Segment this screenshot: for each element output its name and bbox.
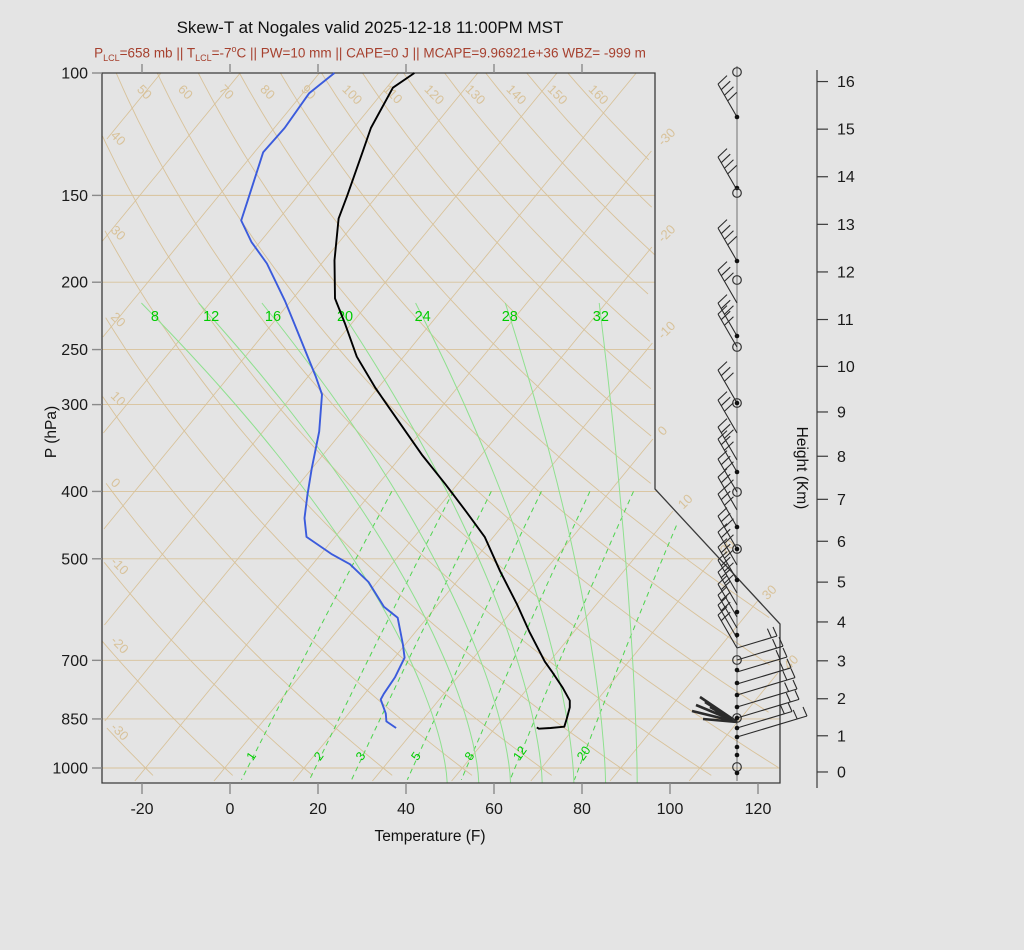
svg-text:140: 140 bbox=[504, 82, 530, 108]
svg-text:2: 2 bbox=[837, 691, 846, 708]
svg-text:250: 250 bbox=[61, 342, 88, 359]
svg-text:2: 2 bbox=[311, 749, 326, 763]
svg-text:16: 16 bbox=[265, 309, 281, 325]
svg-text:5: 5 bbox=[837, 575, 846, 592]
svg-text:20: 20 bbox=[309, 801, 327, 818]
pressure-axis-title: P (hPa) bbox=[43, 405, 60, 459]
svg-text:8: 8 bbox=[151, 309, 159, 325]
svg-text:120: 120 bbox=[745, 801, 772, 818]
svg-text:130: 130 bbox=[463, 82, 489, 108]
svg-text:20: 20 bbox=[574, 744, 593, 763]
svg-text:28: 28 bbox=[502, 309, 518, 325]
svg-text:150: 150 bbox=[61, 188, 88, 205]
svg-text:850: 850 bbox=[61, 711, 88, 728]
svg-text:9: 9 bbox=[837, 404, 846, 421]
svg-text:3: 3 bbox=[837, 653, 846, 670]
svg-text:6: 6 bbox=[837, 534, 846, 551]
svg-text:10: 10 bbox=[837, 359, 855, 376]
svg-text:0: 0 bbox=[226, 801, 235, 818]
svg-text:-10: -10 bbox=[655, 318, 679, 342]
sounding-parameters-subtitle: PLCL=658 mb || TLCL=-7oC || PW=10 mm || … bbox=[94, 44, 646, 64]
svg-text:100: 100 bbox=[339, 82, 365, 108]
svg-text:70: 70 bbox=[216, 82, 237, 103]
svg-text:-20: -20 bbox=[130, 801, 153, 818]
svg-text:60: 60 bbox=[175, 82, 196, 103]
svg-text:1: 1 bbox=[244, 749, 259, 763]
svg-text:400: 400 bbox=[61, 484, 88, 501]
svg-text:40: 40 bbox=[108, 128, 129, 149]
svg-text:1000: 1000 bbox=[52, 761, 88, 778]
svg-text:0: 0 bbox=[655, 423, 671, 439]
svg-text:-30: -30 bbox=[655, 125, 679, 149]
svg-text:160: 160 bbox=[586, 82, 612, 108]
svg-text:13: 13 bbox=[837, 217, 855, 234]
svg-text:12: 12 bbox=[510, 744, 529, 763]
svg-text:-30: -30 bbox=[108, 720, 132, 744]
svg-text:3: 3 bbox=[353, 749, 368, 763]
svg-text:8: 8 bbox=[837, 449, 846, 466]
svg-text:100: 100 bbox=[657, 801, 684, 818]
page-title: Skew-T at Nogales valid 2025-12-18 11:00… bbox=[176, 18, 564, 37]
height-axis-title: Height (Km) bbox=[793, 426, 810, 510]
svg-text:80: 80 bbox=[573, 801, 591, 818]
svg-text:-20: -20 bbox=[108, 633, 132, 657]
svg-text:40: 40 bbox=[397, 801, 415, 818]
svg-text:15: 15 bbox=[837, 122, 855, 139]
svg-text:4: 4 bbox=[837, 614, 846, 631]
svg-text:90: 90 bbox=[298, 82, 319, 103]
svg-text:-20: -20 bbox=[655, 221, 679, 245]
svg-text:80: 80 bbox=[257, 82, 278, 103]
svg-text:14: 14 bbox=[837, 169, 855, 186]
svg-text:32: 32 bbox=[593, 309, 609, 325]
svg-text:200: 200 bbox=[61, 275, 88, 292]
svg-text:60: 60 bbox=[485, 801, 503, 818]
svg-text:100: 100 bbox=[61, 66, 88, 83]
svg-text:150: 150 bbox=[545, 82, 571, 108]
svg-text:16: 16 bbox=[837, 74, 855, 91]
svg-text:10: 10 bbox=[675, 491, 696, 512]
svg-text:30: 30 bbox=[108, 222, 129, 243]
svg-text:300: 300 bbox=[61, 397, 88, 414]
svg-text:24: 24 bbox=[415, 309, 431, 325]
svg-text:500: 500 bbox=[61, 551, 88, 568]
svg-text:0: 0 bbox=[837, 764, 846, 781]
svg-text:-10: -10 bbox=[108, 554, 132, 578]
svg-text:700: 700 bbox=[61, 653, 88, 670]
svg-text:12: 12 bbox=[837, 264, 855, 281]
svg-text:30: 30 bbox=[759, 582, 780, 603]
svg-text:12: 12 bbox=[203, 309, 219, 325]
svg-text:7: 7 bbox=[837, 492, 846, 509]
svg-text:5: 5 bbox=[408, 749, 423, 763]
temperature-axis-title: Temperature (F) bbox=[374, 828, 486, 845]
svg-text:1: 1 bbox=[837, 728, 846, 745]
svg-text:11: 11 bbox=[837, 312, 854, 329]
